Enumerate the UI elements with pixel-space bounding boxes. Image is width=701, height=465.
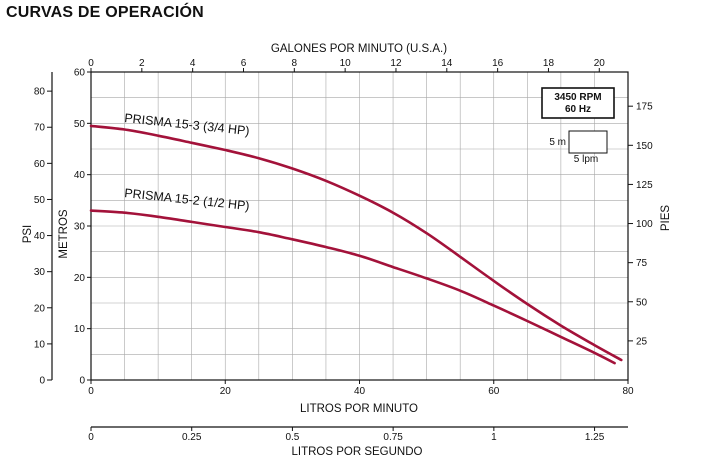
psi-tick-label: 60 <box>34 159 46 170</box>
metros-axis-label: METROS <box>58 209 70 259</box>
pies-tick-label: 125 <box>636 180 653 191</box>
x-tick-label: 0 <box>88 386 94 397</box>
lps-tick-label: 1 <box>491 432 497 443</box>
hz-label: 60 Hz <box>565 104 591 115</box>
pies-tick-label: 50 <box>636 297 648 308</box>
scale-horizontal-label: 5 lpm <box>574 154 598 165</box>
top-tick-label: 2 <box>139 58 145 69</box>
top-tick-label: 18 <box>543 58 555 69</box>
curves <box>89 124 623 365</box>
top-tick-label: 14 <box>441 58 453 69</box>
psi-tick-label: 70 <box>34 123 46 134</box>
pies-tick-label: 75 <box>636 258 648 269</box>
x-tick-label: 80 <box>622 386 634 397</box>
pies-tick-label: 175 <box>636 102 653 113</box>
scale-vertical-label: 5 m <box>549 137 566 148</box>
top-tick-label: 20 <box>594 58 606 69</box>
top-axis-label: GALONES POR MINUTO (U.S.A.) <box>271 43 447 55</box>
metros-tick-label: 40 <box>74 170 86 181</box>
psi-axis-label: PSI <box>22 225 34 244</box>
rpm-annotation-box: 3450 RPM 60 Hz <box>541 87 615 119</box>
psi-tick-label: 50 <box>34 195 46 206</box>
series-label-prisma-15-2: PRISMA 15-2 (1/2 HP) <box>124 186 251 213</box>
lps-tick-label: 0.25 <box>182 432 202 443</box>
top-tick-label: 12 <box>390 58 402 69</box>
series-line-prisma-15-3 <box>89 124 623 362</box>
top-tick-label: 16 <box>492 58 504 69</box>
top-tick-label: 4 <box>190 58 196 69</box>
pies-tick-label: 100 <box>636 219 653 230</box>
metros-tick-label: 50 <box>74 119 86 130</box>
psi-tick-label: 10 <box>34 339 46 350</box>
lps-tick-label: 0.75 <box>383 432 403 443</box>
psi-tick-label: 80 <box>34 87 46 98</box>
rpm-label: 3450 RPM <box>554 92 601 103</box>
top-tick-label: 0 <box>88 58 94 69</box>
top-tick-label: 8 <box>292 58 298 69</box>
pies-tick-label: 150 <box>636 141 653 152</box>
lps-tick-label: 1.25 <box>585 432 605 443</box>
x-tick-label: 60 <box>488 386 500 397</box>
metros-tick-label: 30 <box>74 222 86 233</box>
metros-tick-label: 60 <box>74 68 86 79</box>
psi-tick-label: 40 <box>34 231 46 242</box>
psi-tick-label: 20 <box>34 303 46 314</box>
psi-tick-label: 0 <box>39 376 45 387</box>
scale-annotation: 5 m 5 lpm <box>549 130 608 165</box>
series-label-prisma-15-3: PRISMA 15-3 (3/4 HP) <box>124 111 251 138</box>
psi-tick-label: 30 <box>34 267 46 278</box>
lps-axis-label: LITROS POR SEGUNDO <box>292 446 423 458</box>
top-tick-label: 10 <box>340 58 352 69</box>
metros-tick-label: 20 <box>74 273 86 284</box>
pies-axis-label: PIES <box>660 205 672 232</box>
metros-tick-label: 0 <box>79 376 85 387</box>
lps-tick-label: 0 <box>88 432 94 443</box>
x-tick-label: 20 <box>220 386 232 397</box>
axis-ticks: 0 20 40 60 80 0 2 4 6 8 10 12 14 16 18 20 0 0.25 0.5 0.75 1 1… <box>34 58 653 443</box>
x-axis-label: LITROS POR MINUTO <box>300 403 418 415</box>
metros-tick-label: 10 <box>74 324 86 335</box>
lps-tick-label: 0.5 <box>285 432 299 443</box>
series-line-prisma-15-2 <box>89 209 616 365</box>
x-tick-label: 40 <box>354 386 366 397</box>
pies-tick-label: 25 <box>636 336 648 347</box>
chart-title: CURVAS DE OPERACIÓN <box>6 4 204 21</box>
top-tick-label: 6 <box>241 58 247 69</box>
